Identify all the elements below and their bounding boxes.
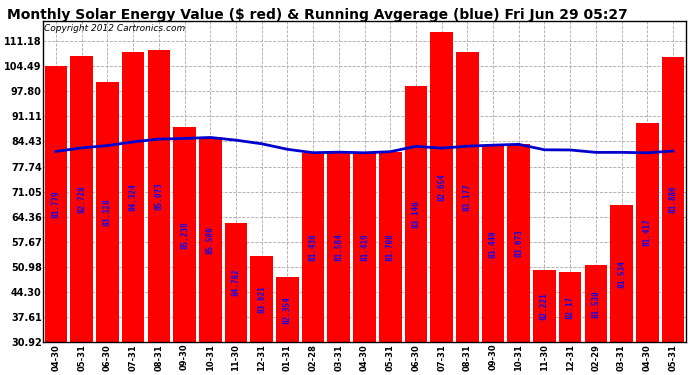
Bar <box>559 272 582 342</box>
Text: 83.328: 83.328 <box>103 198 112 226</box>
Bar <box>533 270 555 342</box>
Text: 81.534: 81.534 <box>617 260 626 288</box>
Bar <box>353 153 376 342</box>
Bar <box>122 52 144 342</box>
Text: 83.821: 83.821 <box>257 286 266 314</box>
Text: 84.782: 84.782 <box>231 269 241 297</box>
Bar <box>662 57 684 342</box>
Text: 81.530: 81.530 <box>591 290 600 318</box>
Bar <box>225 223 247 342</box>
Text: 83.449: 83.449 <box>489 230 497 258</box>
Text: 83.673: 83.673 <box>514 230 523 257</box>
Text: 83.146: 83.146 <box>411 201 420 228</box>
Bar <box>584 265 607 342</box>
Text: 82.728: 82.728 <box>77 185 86 213</box>
Text: 85.500: 85.500 <box>206 226 215 254</box>
Bar <box>482 145 504 342</box>
Bar <box>250 256 273 342</box>
Text: 82.221: 82.221 <box>540 292 549 320</box>
Bar <box>173 127 196 342</box>
Bar <box>379 152 402 342</box>
Text: 81.436: 81.436 <box>308 234 317 261</box>
Bar <box>45 66 68 342</box>
Bar <box>431 32 453 342</box>
Bar <box>328 152 350 342</box>
Text: 81.886: 81.886 <box>669 186 678 213</box>
Bar <box>507 144 530 342</box>
Text: 85.230: 85.230 <box>180 221 189 249</box>
Text: 83.177: 83.177 <box>463 183 472 211</box>
Text: 81.708: 81.708 <box>386 233 395 261</box>
Bar <box>70 56 93 342</box>
Bar <box>148 50 170 342</box>
Bar <box>302 153 324 342</box>
Text: 82.654: 82.654 <box>437 173 446 201</box>
Text: 81.584: 81.584 <box>334 234 344 261</box>
Text: 82.17: 82.17 <box>566 296 575 319</box>
Bar <box>610 205 633 342</box>
Text: 81.779: 81.779 <box>52 190 61 218</box>
Bar <box>276 277 299 342</box>
Text: 82.354: 82.354 <box>283 296 292 324</box>
Text: Copyright 2012 Cartronics.com: Copyright 2012 Cartronics.com <box>44 24 186 33</box>
Bar <box>96 82 119 342</box>
Text: 81.419: 81.419 <box>360 234 369 261</box>
Text: 84.324: 84.324 <box>128 183 137 211</box>
Text: 85.073: 85.073 <box>155 183 164 210</box>
Bar <box>404 86 427 342</box>
Bar <box>456 52 479 342</box>
Bar <box>636 123 658 342</box>
Bar <box>199 138 221 342</box>
Text: Monthly Solar Energy Value ($ red) & Running Avgerage (blue) Fri Jun 29 05:27: Monthly Solar Energy Value ($ red) & Run… <box>7 8 628 21</box>
Text: 81.417: 81.417 <box>643 219 652 246</box>
